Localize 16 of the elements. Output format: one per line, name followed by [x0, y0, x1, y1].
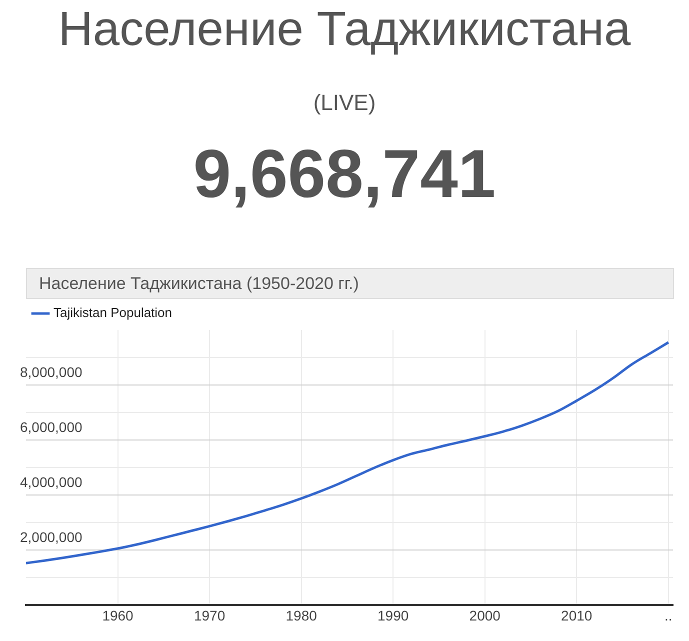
legend-label: Tajikistan Population [54, 305, 172, 320]
y-tick-label: 8,000,000 [20, 364, 82, 380]
chart-subtitle: (LIVE) [312, 90, 377, 116]
x-tick-label: 2000 [469, 607, 501, 624]
y-tick-label: 6,000,000 [20, 418, 82, 435]
y-tick-label: 2,000,000 [20, 529, 82, 546]
y-tick-label: 4,000,000 [20, 474, 82, 490]
x-tick-label: 1970 [194, 607, 226, 624]
text: 9,668,741 [192, 135, 497, 213]
x-tick-label: 1990 [378, 607, 409, 624]
x-tick-label: .. [664, 607, 672, 624]
x-tick-label: 1980 [286, 607, 318, 624]
text: Население Таджикистана (1950-2020 гг.) [26, 268, 674, 299]
x-tick-label: 1960 [102, 607, 134, 624]
chart-title: Население Таджикистана [57, 2, 632, 57]
x-tick-label: 2010 [561, 607, 592, 624]
